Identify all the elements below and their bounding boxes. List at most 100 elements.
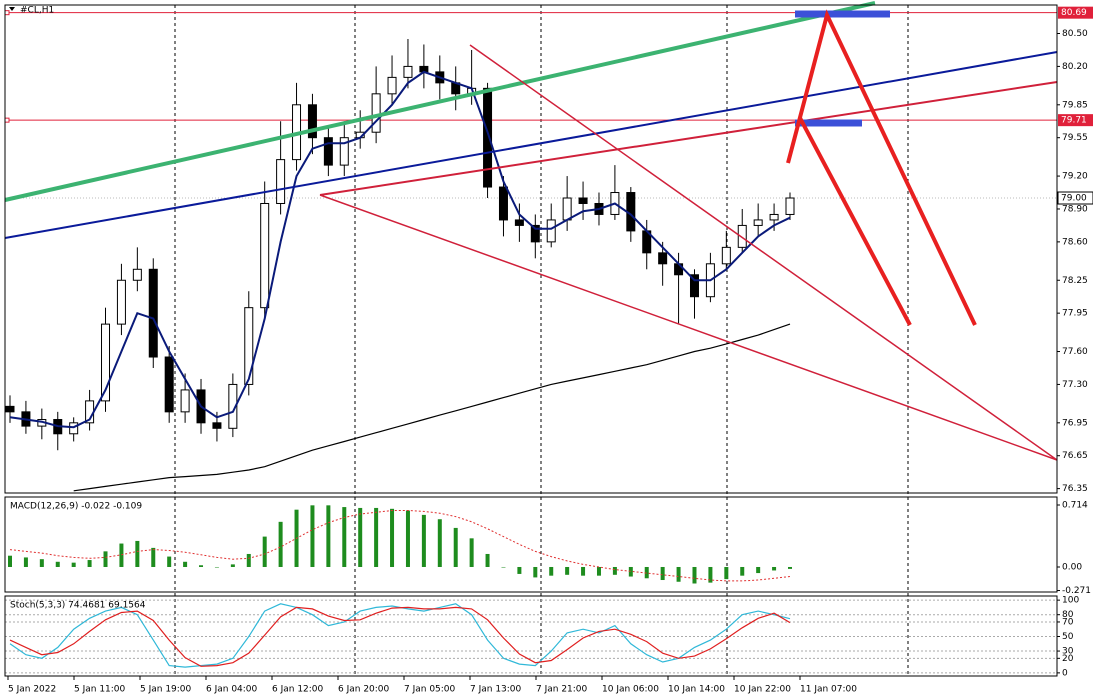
- y-tick-label: 30: [1062, 647, 1074, 657]
- drawn-objects: [4, 1, 1058, 461]
- x-tick-label: 6 Jan 04:00: [206, 685, 258, 695]
- candle-body: [721, 246, 731, 265]
- y-tick-label: 70: [1062, 617, 1074, 627]
- current-price-label: 79.00: [1061, 194, 1087, 204]
- macd-bar: [167, 556, 172, 567]
- macd-bar: [39, 559, 44, 567]
- y-tick-label: 0.00: [1062, 562, 1082, 572]
- y-tick-label: 100: [1062, 596, 1079, 606]
- y-tick-label: 50: [1062, 632, 1074, 642]
- macd-bar: [405, 510, 410, 567]
- current-price-tag: [1057, 191, 1093, 205]
- ma-fast: [9, 70, 791, 429]
- macd-bar: [230, 564, 235, 567]
- macd-bar: [183, 561, 188, 567]
- macd-bar: [374, 507, 379, 567]
- candle-body: [498, 186, 508, 221]
- macd-bar: [262, 536, 267, 567]
- trend-line: [319, 81, 1058, 196]
- candle-body: [164, 356, 174, 413]
- macd-bar: [501, 566, 506, 568]
- macd-bar: [517, 566, 522, 574]
- candle-body: [562, 197, 572, 221]
- macd-bar: [788, 566, 792, 569]
- macd-bar: [533, 566, 538, 578]
- x-tick-label: 7 Jan 05:00: [404, 685, 456, 695]
- y-tick-label: 80: [1062, 610, 1074, 620]
- macd-bar: [581, 566, 586, 576]
- macd-bar: [756, 566, 761, 574]
- candle-body: [753, 219, 763, 226]
- macd-bar: [278, 521, 283, 567]
- frames: [4, 4, 1058, 677]
- macd-bar: [660, 566, 665, 581]
- y-tick-label: 80.20: [1062, 62, 1088, 72]
- candle-body: [260, 202, 270, 309]
- candle-body: [5, 405, 15, 413]
- candle-body: [323, 137, 333, 166]
- macd-bar: [214, 566, 219, 568]
- macd-bar: [326, 505, 331, 567]
- stoch-d: [9, 606, 791, 667]
- x-tick-label: 11 Jan 07:00: [800, 685, 857, 695]
- candle-body: [737, 224, 747, 248]
- candle-body: [116, 279, 126, 325]
- macd-bar: [55, 561, 60, 567]
- candle-body: [307, 104, 317, 139]
- y-tick-label: 79.20: [1062, 172, 1088, 182]
- y-tick-label: -0.271: [1062, 586, 1091, 596]
- candle-body: [530, 224, 540, 243]
- price-tag: [1058, 6, 1093, 19]
- x-tick-label: 7 Jan 13:00: [470, 685, 522, 695]
- macd-bar: [246, 553, 251, 567]
- candle-body: [769, 213, 779, 221]
- x-tick-label: 10 Jan 14:00: [668, 685, 725, 695]
- y-tick-label: 0: [1062, 668, 1068, 678]
- macd-bar: [437, 519, 442, 567]
- y-tick-label: 80.50: [1062, 29, 1088, 39]
- macd-bar: [135, 540, 140, 567]
- main-frame: [4, 4, 1058, 494]
- candle-body: [228, 383, 238, 429]
- macd-bar: [740, 566, 745, 576]
- x-tick-label: 6 Jan 12:00: [272, 685, 324, 695]
- macd-bar: [421, 514, 426, 567]
- x-tick-label: 10 Jan 22:00: [734, 685, 791, 695]
- macd-frame: [4, 496, 1058, 593]
- macd-bar: [103, 551, 108, 567]
- trend-line: [4, 1, 876, 202]
- y-tick-label: 20: [1062, 654, 1074, 664]
- macd-bar: [724, 566, 729, 580]
- candle-body: [276, 159, 286, 204]
- y-tick-label: 79.85: [1062, 100, 1088, 110]
- macd-bar: [596, 566, 601, 576]
- price-tag-label: 80.69: [1061, 8, 1087, 18]
- candle-body: [371, 93, 381, 133]
- y-tick-label: 79.55: [1062, 133, 1088, 143]
- y-tick-label: 76.95: [1062, 418, 1088, 428]
- candle-body: [483, 87, 493, 188]
- stoch-frame: [4, 595, 1058, 677]
- macd-bar: [151, 547, 156, 567]
- macd-bar: [628, 566, 633, 577]
- macd-bar: [612, 566, 617, 575]
- candle-body: [785, 197, 795, 215]
- y-tick-label: 76.65: [1062, 451, 1088, 461]
- arrow-path: [798, 117, 912, 326]
- macd-bar: [71, 562, 76, 567]
- macd-bar: [87, 560, 92, 567]
- macd-bar: [549, 566, 554, 576]
- menu-triangle: [9, 7, 15, 11]
- macd-bar: [310, 505, 315, 567]
- macd-signal: [9, 510, 791, 582]
- candle-body: [546, 219, 556, 243]
- ma-slow: [73, 323, 791, 492]
- x-tick-label: 5 Jan 11:00: [74, 685, 126, 695]
- arrow-path: [786, 9, 977, 326]
- candle-body: [689, 274, 699, 298]
- candle-body: [578, 197, 588, 204]
- macd-label: MACD(12,26,9) -0.022 -0.109: [10, 502, 142, 512]
- anchor: [4, 10, 10, 16]
- candle-body: [212, 422, 222, 429]
- y-tick-label: 78.90: [1062, 204, 1088, 214]
